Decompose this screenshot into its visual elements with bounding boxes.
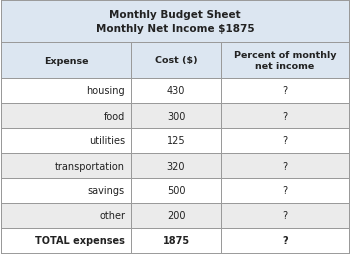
Text: 125: 125 (167, 136, 185, 146)
Text: ?: ? (282, 136, 288, 146)
Text: Percent of monthly
net income: Percent of monthly net income (234, 51, 336, 71)
Text: ?: ? (282, 111, 288, 121)
Bar (131, 43, 221, 79)
Bar (221, 79, 349, 104)
Text: Monthly Budget Sheet
Monthly Net Income $1875: Monthly Budget Sheet Monthly Net Income … (96, 10, 254, 34)
Bar (1, 43, 131, 79)
Text: 320: 320 (167, 161, 185, 171)
Text: 500: 500 (167, 186, 185, 196)
Bar (221, 129, 349, 153)
Bar (1, 228, 131, 253)
Bar (221, 43, 349, 79)
Text: savings: savings (88, 186, 125, 196)
Text: other: other (99, 211, 125, 221)
Bar (131, 228, 221, 253)
Text: ?: ? (282, 211, 288, 221)
Bar (1, 104, 131, 129)
Text: Cost ($): Cost ($) (155, 56, 197, 65)
Text: transportation: transportation (55, 161, 125, 171)
Bar (1, 178, 131, 203)
Text: housing: housing (86, 86, 125, 96)
Bar (221, 104, 349, 129)
Bar (1, 1, 349, 43)
Bar (131, 104, 221, 129)
Text: ?: ? (282, 161, 288, 171)
Text: Expense: Expense (44, 56, 88, 65)
Bar (221, 153, 349, 178)
Bar (1, 129, 131, 153)
Bar (131, 153, 221, 178)
Text: utilities: utilities (89, 136, 125, 146)
Text: 300: 300 (167, 111, 185, 121)
Text: 1875: 1875 (162, 235, 190, 246)
Text: ?: ? (282, 86, 288, 96)
Text: ?: ? (282, 186, 288, 196)
Bar (1, 79, 131, 104)
Bar (131, 203, 221, 228)
Bar (131, 79, 221, 104)
Bar (1, 153, 131, 178)
Bar (221, 228, 349, 253)
Text: ?: ? (282, 235, 288, 246)
Bar (221, 178, 349, 203)
Text: 430: 430 (167, 86, 185, 96)
Text: 200: 200 (167, 211, 185, 221)
Text: food: food (104, 111, 125, 121)
Bar (131, 129, 221, 153)
Bar (1, 203, 131, 228)
Text: TOTAL expenses: TOTAL expenses (35, 235, 125, 246)
Bar (221, 203, 349, 228)
Bar (131, 178, 221, 203)
